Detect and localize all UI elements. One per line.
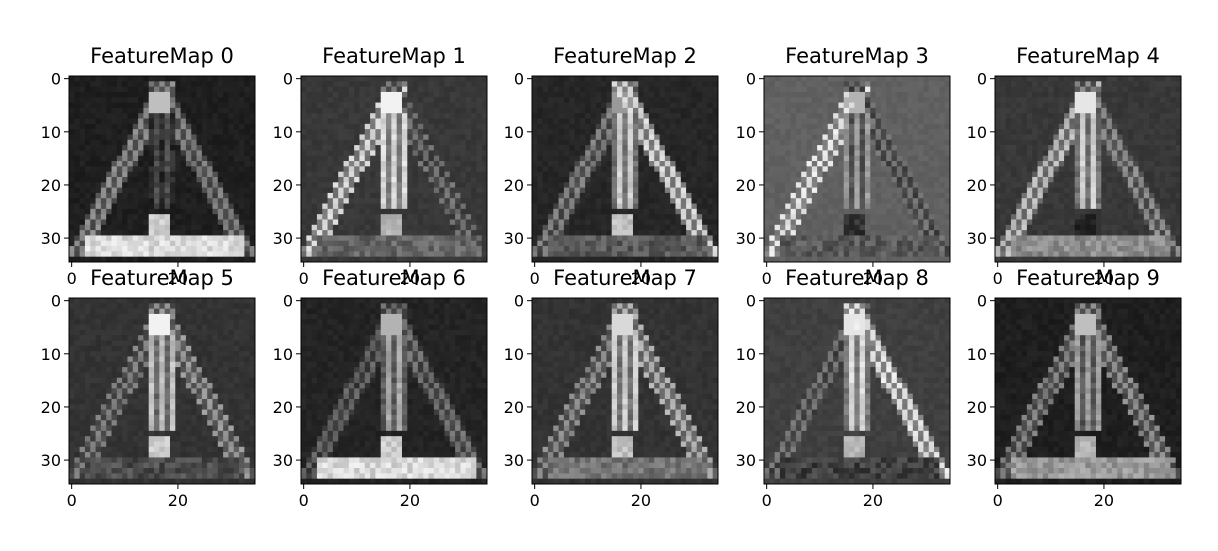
y-tick-label: 10	[967, 345, 987, 364]
y-tick-label: 20	[273, 176, 293, 195]
feature-map-image	[532, 298, 718, 484]
panel-title: FeatureMap 6	[322, 266, 466, 290]
y-tick-label: 10	[504, 345, 524, 364]
feature-map-panel: FeatureMap 8 0 10 20 30 0 20	[736, 266, 951, 510]
y-tick-label: 30	[967, 229, 987, 248]
panel-title: FeatureMap 4	[1016, 44, 1160, 68]
y-tick-label: 0	[746, 70, 756, 89]
y-tick-label: 20	[736, 176, 756, 195]
y-tick-label: 30	[736, 451, 756, 470]
panel-title: FeatureMap 1	[322, 44, 466, 68]
x-tick-label: 20	[1094, 491, 1114, 510]
panel-title: FeatureMap 7	[553, 266, 697, 290]
y-tick-label: 0	[514, 70, 524, 89]
y-tick-label: 0	[746, 292, 756, 311]
y-tick-label: 10	[273, 123, 293, 142]
y-tick-label: 20	[967, 398, 987, 417]
feature-map-image	[69, 76, 255, 262]
y-tick-label: 0	[283, 70, 293, 89]
y-tick-label: 0	[514, 292, 524, 311]
feature-map-image	[764, 298, 950, 484]
y-tick-label: 10	[736, 123, 756, 142]
y-tick-label: 10	[41, 123, 61, 142]
feature-map-panel: FeatureMap 6 0 10 20 30 0 20	[273, 266, 488, 510]
y-tick-label: 10	[504, 123, 524, 142]
x-tick-label: 0	[762, 269, 772, 288]
feature-map-image	[995, 298, 1181, 484]
feature-map-panel: FeatureMap 7 0 10 20 30 0 20	[504, 266, 719, 510]
y-tick-label: 20	[273, 398, 293, 417]
y-tick-label: 10	[967, 123, 987, 142]
y-tick-label: 30	[41, 451, 61, 470]
feature-map-image	[764, 76, 950, 262]
panel-title: FeatureMap 9	[1016, 266, 1160, 290]
x-tick-label: 0	[530, 269, 540, 288]
x-tick-label: 0	[67, 269, 77, 288]
y-tick-label: 20	[504, 176, 524, 195]
feature-map-panel: FeatureMap 5 0 10 20 30 0 20	[41, 266, 256, 510]
y-tick-label: 20	[41, 176, 61, 195]
panel-title: FeatureMap 2	[553, 44, 697, 68]
x-tick-label: 20	[863, 491, 883, 510]
y-tick-label: 0	[51, 292, 61, 311]
y-tick-label: 30	[504, 451, 524, 470]
x-tick-label: 0	[67, 491, 77, 510]
y-tick-label: 30	[273, 229, 293, 248]
panel-title: FeatureMap 5	[90, 266, 234, 290]
y-tick-label: 30	[504, 229, 524, 248]
y-tick-label: 0	[977, 292, 987, 311]
x-tick-label: 0	[299, 269, 309, 288]
panel-title: FeatureMap 0	[90, 44, 234, 68]
y-tick-label: 0	[977, 70, 987, 89]
y-tick-label: 10	[736, 345, 756, 364]
feature-map-image	[995, 76, 1181, 262]
y-tick-label: 20	[41, 398, 61, 417]
x-tick-label: 0	[993, 269, 1003, 288]
y-tick-label: 30	[41, 229, 61, 248]
y-tick-label: 20	[504, 398, 524, 417]
y-tick-label: 10	[273, 345, 293, 364]
y-tick-label: 20	[967, 176, 987, 195]
y-tick-label: 10	[41, 345, 61, 364]
y-tick-label: 30	[967, 451, 987, 470]
y-tick-label: 0	[283, 292, 293, 311]
x-tick-label: 0	[993, 491, 1003, 510]
x-tick-label: 20	[168, 491, 188, 510]
x-tick-label: 0	[299, 491, 309, 510]
y-tick-label: 30	[736, 229, 756, 248]
y-tick-label: 20	[736, 398, 756, 417]
x-tick-label: 0	[762, 491, 772, 510]
feature-map-image	[301, 298, 487, 484]
x-tick-label: 20	[631, 491, 651, 510]
panel-title: FeatureMap 3	[785, 44, 929, 68]
feature-map-image	[301, 76, 487, 262]
x-tick-label: 0	[530, 491, 540, 510]
x-tick-label: 20	[400, 491, 420, 510]
y-tick-label: 30	[273, 451, 293, 470]
panel-title: FeatureMap 8	[785, 266, 929, 290]
y-tick-label: 0	[51, 70, 61, 89]
feature-map-image	[69, 298, 255, 484]
feature-map-image	[532, 76, 718, 262]
feature-map-panel: FeatureMap 9 0 10 20 30 0 20	[967, 266, 1182, 510]
